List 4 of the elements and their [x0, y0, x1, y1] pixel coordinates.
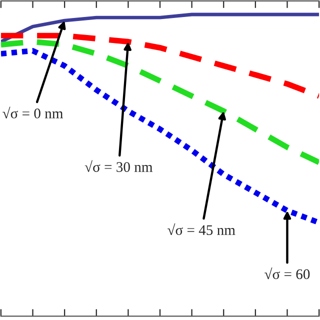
annotation: √σ = 45 nm [168, 223, 236, 236]
annotation: √σ = 30 nm [84, 160, 153, 172]
annotation: √σ = 60 [264, 267, 310, 280]
annotation: √σ = 0 nm [2, 106, 64, 118]
